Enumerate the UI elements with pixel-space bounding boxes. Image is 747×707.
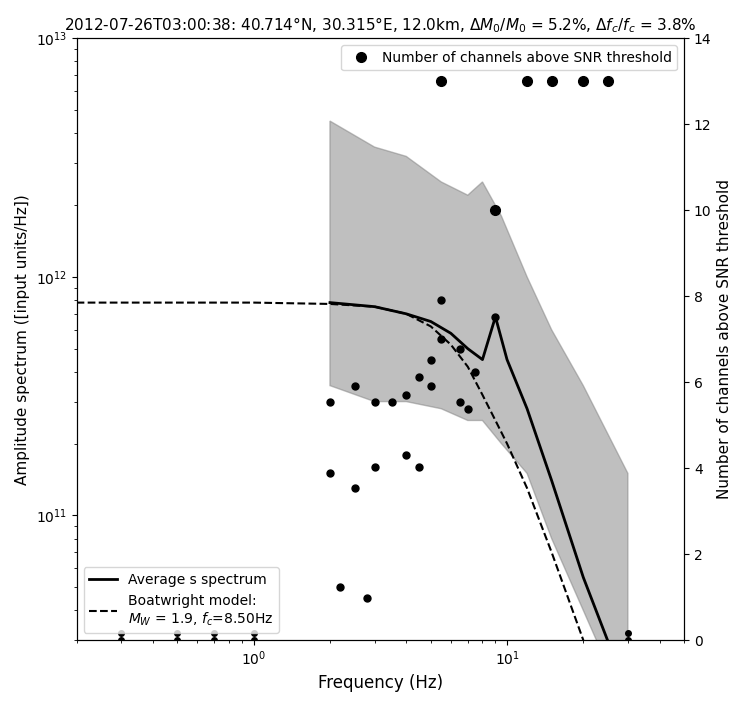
- X-axis label: Frequency (Hz): Frequency (Hz): [317, 674, 443, 692]
- Title: 2012-07-26T03:00:38: 40.714°N, 30.315°E, 12.0km, $\Delta M_0/M_0$ = 5.2%, $\Delt: 2012-07-26T03:00:38: 40.714°N, 30.315°E,…: [64, 15, 697, 35]
- Y-axis label: Amplitude spectrum ([input units/Hz]): Amplitude spectrum ([input units/Hz]): [15, 194, 30, 484]
- Y-axis label: Number of channels above SNR threshold: Number of channels above SNR threshold: [717, 180, 732, 499]
- Legend: Average s spectrum, Boatwright model:
$M_W$ = 1.9, $f_c$=8.50Hz: Average s spectrum, Boatwright model: $M…: [84, 567, 279, 633]
- Polygon shape: [330, 121, 628, 707]
- Legend: Number of channels above SNR threshold: Number of channels above SNR threshold: [341, 45, 677, 71]
